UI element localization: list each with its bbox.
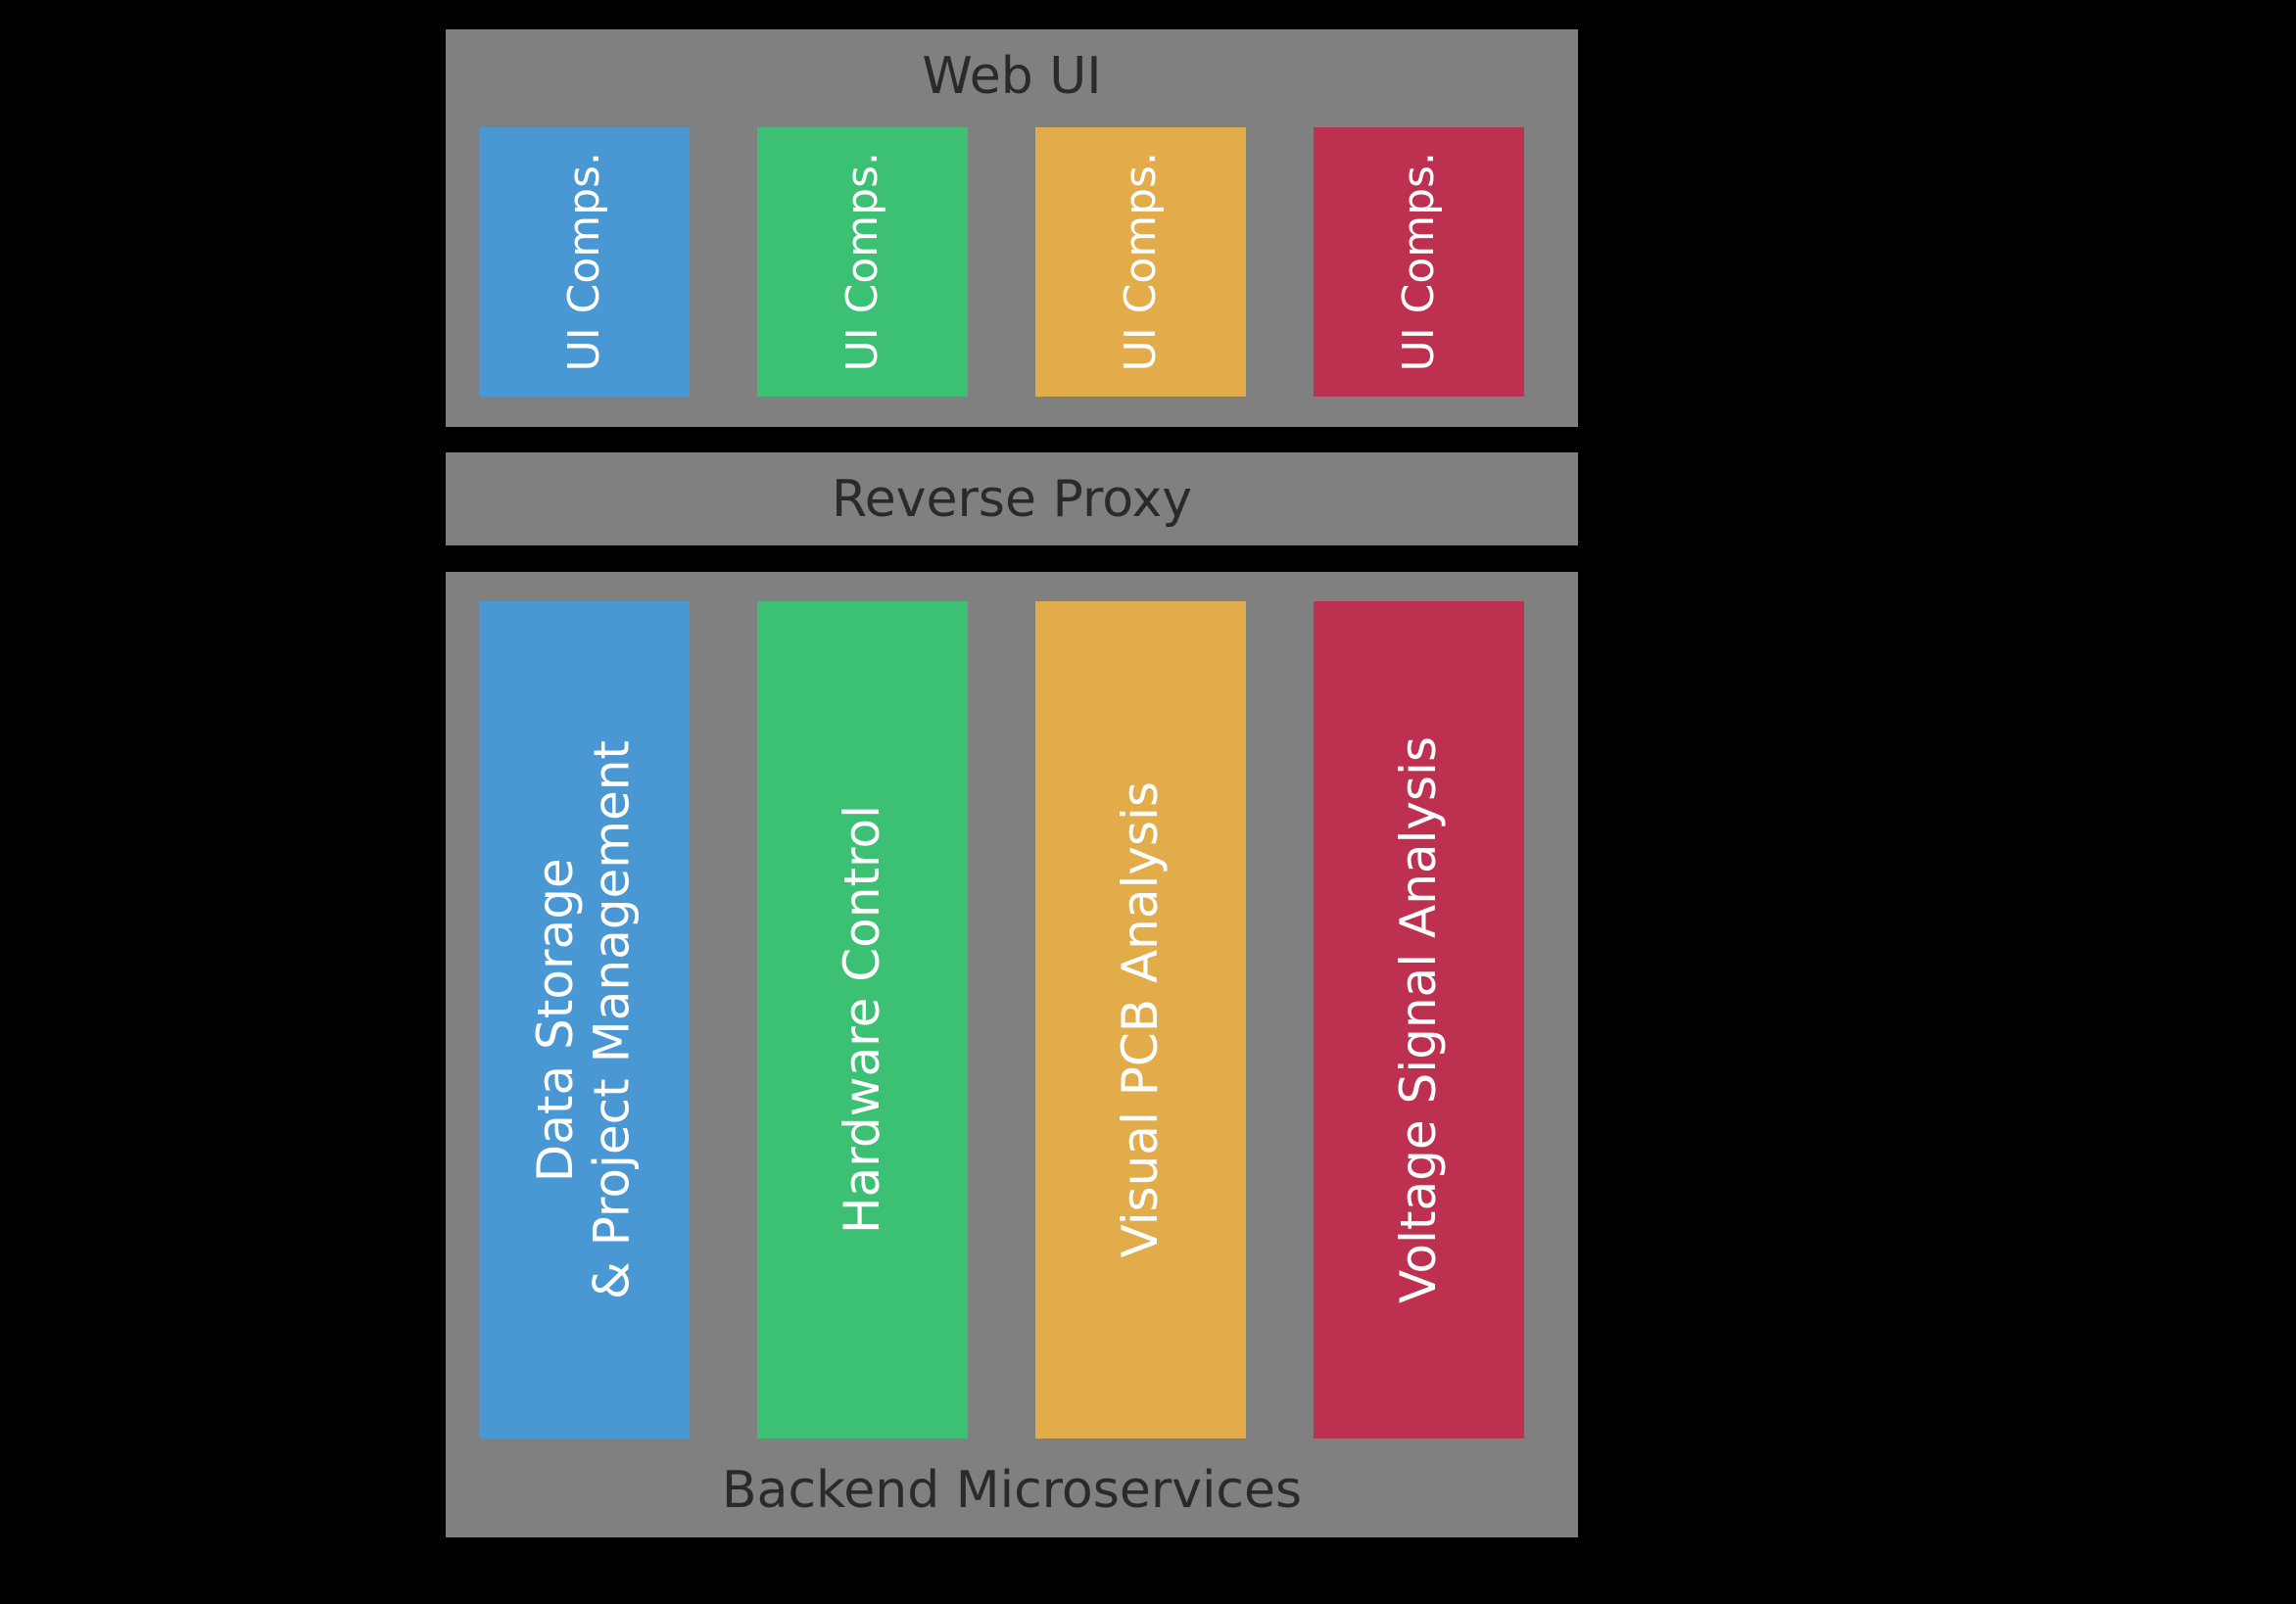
web-ui-component: UI Comps. bbox=[1035, 127, 1246, 397]
backend-service-label: Visual PCB Analysis bbox=[1113, 781, 1170, 1257]
web-ui-component-label: UI Comps. bbox=[1116, 152, 1166, 372]
web-ui-component: UI Comps. bbox=[1314, 127, 1524, 397]
web-ui-component-label: UI Comps. bbox=[837, 152, 887, 372]
backend-service-label-line2: & Project Management bbox=[585, 740, 642, 1299]
backend-services-row: Data Storage& Project Management Hardware… bbox=[446, 572, 1578, 1443]
backend-service: Data Storage& Project Management bbox=[479, 601, 690, 1439]
reverse-proxy-section: Reverse Proxy bbox=[446, 452, 1578, 545]
backend-service-label: Voltage Signal Analysis bbox=[1391, 736, 1448, 1303]
backend-service-label: Hardware Control bbox=[835, 805, 891, 1234]
web-ui-component-label: UI Comps. bbox=[559, 152, 609, 372]
backend-title: Backend Microservices bbox=[446, 1443, 1578, 1537]
backend-service-label-line1: Data Storage bbox=[528, 740, 585, 1299]
backend-section: Data Storage& Project Management Hardware… bbox=[446, 572, 1578, 1537]
backend-service: Voltage Signal Analysis bbox=[1314, 601, 1524, 1439]
web-ui-title: Web UI bbox=[446, 29, 1578, 127]
backend-service-label: Data Storage& Project Management bbox=[528, 740, 641, 1299]
backend-service: Hardware Control bbox=[757, 601, 968, 1439]
web-ui-components-row: UI Comps. UI Comps. UI Comps. UI Comps. bbox=[446, 127, 1578, 427]
web-ui-component: UI Comps. bbox=[479, 127, 690, 397]
web-ui-component-label: UI Comps. bbox=[1394, 152, 1444, 372]
web-ui-component: UI Comps. bbox=[757, 127, 968, 397]
reverse-proxy-title: Reverse Proxy bbox=[446, 452, 1578, 545]
backend-service: Visual PCB Analysis bbox=[1035, 601, 1246, 1439]
web-ui-section: Web UI UI Comps.UI Comps.UI Comps.UI Com… bbox=[446, 29, 1578, 427]
